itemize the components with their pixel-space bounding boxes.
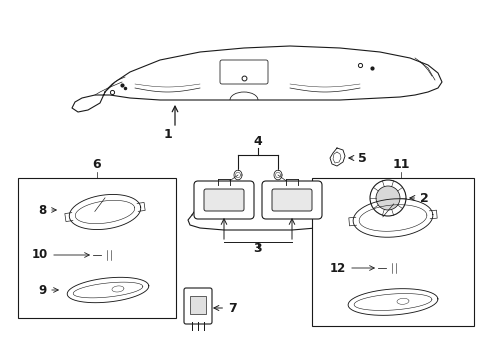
Circle shape: [375, 186, 399, 210]
FancyBboxPatch shape: [203, 189, 244, 211]
Text: 11: 11: [391, 158, 409, 171]
Text: 8: 8: [38, 203, 56, 216]
Text: 2: 2: [409, 192, 428, 204]
FancyBboxPatch shape: [384, 262, 400, 274]
Text: 7: 7: [213, 302, 236, 315]
Circle shape: [369, 180, 405, 216]
FancyBboxPatch shape: [183, 288, 212, 324]
Text: 5: 5: [348, 152, 366, 165]
Text: 1: 1: [163, 128, 172, 141]
Bar: [190, 296, 205, 314]
Text: 6: 6: [93, 158, 101, 171]
Text: 4: 4: [253, 135, 262, 148]
FancyBboxPatch shape: [194, 181, 253, 219]
Text: 10: 10: [32, 248, 89, 261]
FancyBboxPatch shape: [262, 181, 321, 219]
FancyBboxPatch shape: [220, 60, 267, 84]
Text: 9: 9: [38, 284, 58, 297]
Text: 3: 3: [253, 242, 262, 255]
FancyBboxPatch shape: [100, 249, 116, 261]
Text: 12: 12: [329, 261, 373, 274]
FancyBboxPatch shape: [271, 189, 311, 211]
Bar: [311, 178, 473, 326]
Bar: [18, 178, 176, 318]
